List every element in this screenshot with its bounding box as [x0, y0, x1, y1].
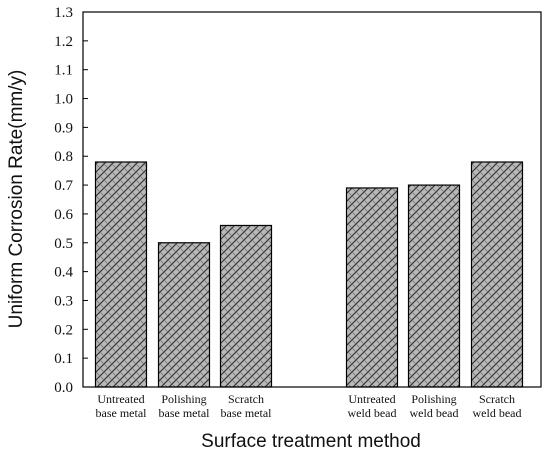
- y-tick-label: 0.5: [54, 236, 73, 252]
- x-category-label: Polishing: [411, 392, 456, 406]
- bar: [157, 242, 211, 388]
- bar: [470, 161, 524, 388]
- x-category-label: weld bead: [473, 406, 522, 420]
- y-tick-label: 0.4: [54, 265, 73, 281]
- x-category-label: Polishing: [161, 392, 206, 406]
- y-tick-label: 1.0: [54, 92, 73, 108]
- bar: [94, 161, 148, 388]
- y-tick-label: 0.8: [54, 149, 73, 165]
- y-axis-title: Uniform Corrosion Rate(mm/y): [6, 70, 27, 329]
- y-tick-label: 0.2: [54, 322, 73, 338]
- y-tick-label: 1.3: [54, 5, 73, 21]
- x-category-label: Scratch: [479, 392, 515, 406]
- bar: [345, 187, 399, 388]
- y-tick-label: 0.7: [54, 178, 73, 194]
- x-category-label: Scratch: [228, 392, 264, 406]
- x-category-label: base metal: [159, 406, 211, 420]
- y-tick-label: 0.1: [54, 351, 73, 367]
- bar: [407, 184, 461, 388]
- y-tick-label: 1.1: [54, 63, 73, 79]
- y-tick-label: 0.3: [54, 293, 73, 309]
- y-tick-label: 0.6: [54, 207, 73, 223]
- x-category-label: weld bead: [348, 406, 397, 420]
- bar: [219, 224, 273, 388]
- x-category-label: Untreated: [348, 392, 395, 406]
- x-category-label: base metal: [96, 406, 148, 420]
- plot-frame: [82, 11, 542, 388]
- x-axis-title: Surface treatment method: [201, 431, 421, 452]
- bars: [94, 161, 524, 388]
- y-axis: 0.0 0.1 0.2 0.3 0.4 0.5 0.6 0.7 0.8 0.9 1.0 1.1 1.2 1…: [54, 5, 88, 396]
- x-category-label: base metal: [221, 406, 273, 420]
- y-tick-label: 0.9: [54, 120, 73, 136]
- x-category-label: Untreated: [97, 392, 144, 406]
- y-tick-label: 0.0: [54, 380, 73, 396]
- y-tick-label: 1.2: [54, 34, 73, 50]
- x-category-label: weld bead: [410, 406, 459, 420]
